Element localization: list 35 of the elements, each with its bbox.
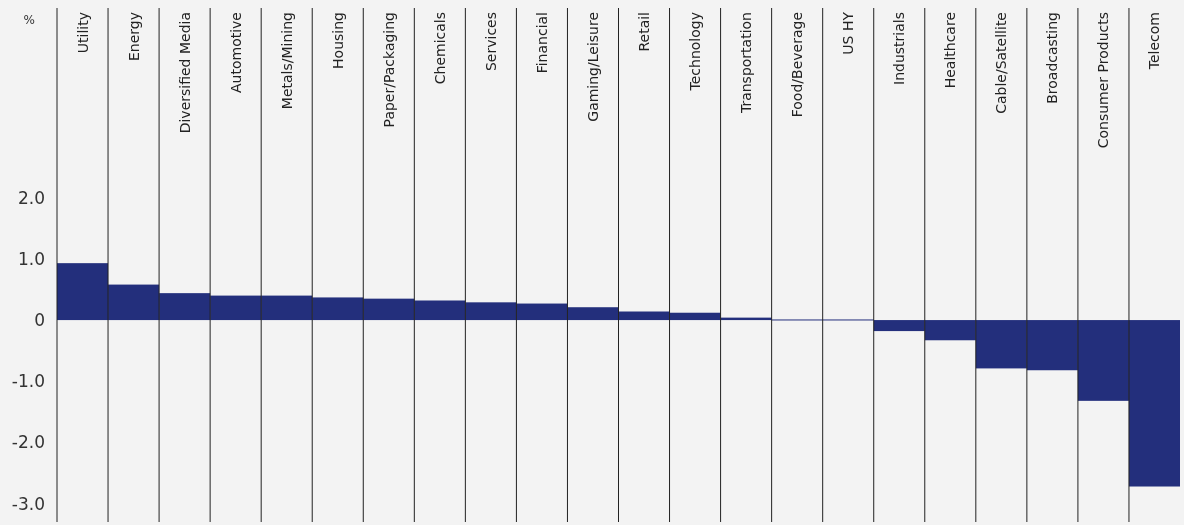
x-tick-label: Transportation xyxy=(738,12,755,115)
x-tick-label: Telecom xyxy=(1146,12,1163,71)
y-tick-label: 0 xyxy=(34,310,45,331)
x-tick-label: Paper/Packaging xyxy=(380,12,397,128)
x-tick-label: Services xyxy=(482,12,499,72)
bar xyxy=(57,263,109,321)
bar xyxy=(1128,320,1180,487)
bar xyxy=(108,284,160,321)
x-tick-label: Automotive xyxy=(227,12,244,93)
x-tick-label: Healthcare xyxy=(942,12,959,89)
y-tick-label: 1.0 xyxy=(17,248,45,269)
x-tick-label: Utility xyxy=(74,12,91,54)
y-tick-label: -3.0 xyxy=(11,493,45,514)
x-tick-label: Chemicals xyxy=(431,12,448,85)
y-tick-label: -2.0 xyxy=(11,432,45,453)
x-tick-label: Gaming/Leisure xyxy=(584,12,601,122)
x-tick-label: US HY xyxy=(840,11,857,55)
x-tick-label: Broadcasting xyxy=(1044,12,1061,104)
x-tick-label: Retail xyxy=(636,12,653,52)
x-tick-label: Metals/Mining xyxy=(278,12,295,110)
x-tick-label: Energy xyxy=(125,12,142,62)
bar xyxy=(1077,320,1129,401)
x-tick-label: Housing xyxy=(329,12,346,69)
bar xyxy=(159,293,211,321)
x-tick-label: Food/Beverage xyxy=(789,12,806,118)
y-tick-label: -1.0 xyxy=(11,371,45,392)
x-tick-label: Financial xyxy=(533,12,550,74)
x-tick-label: Technology xyxy=(687,12,704,92)
bar xyxy=(1026,320,1078,371)
y-axis-title: % xyxy=(23,13,35,27)
y-tick-label: 2.0 xyxy=(17,187,45,208)
x-tick-label: Diversified Media xyxy=(176,12,193,134)
x-tick-label: Industrials xyxy=(891,12,908,85)
x-tick-label: Consumer Products xyxy=(1095,12,1112,149)
x-tick-label: Cable/Satellite xyxy=(993,12,1010,114)
